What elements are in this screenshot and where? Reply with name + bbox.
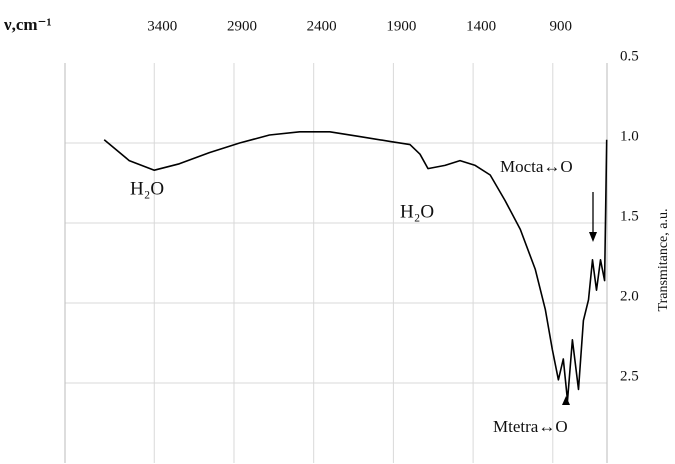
annotation: H₂O [130, 178, 164, 199]
x-tick-label: 900 [550, 18, 573, 34]
x-tick-label: 3400 [147, 18, 177, 34]
annotation: Mocta↔O [500, 157, 573, 176]
y-axis-label: Transmitance, a.u. [656, 209, 671, 312]
x-axis-label: ν,cm⁻¹ [3, 15, 52, 34]
x-tick-label: 1900 [386, 18, 416, 34]
x-tick-label: 1400 [466, 18, 496, 34]
x-tick-label: 2900 [227, 18, 257, 34]
x-tick-label: 2400 [307, 18, 337, 34]
annotation: Mtetra↔O [493, 417, 568, 436]
annotation: H₂O [400, 201, 434, 222]
arrow-head [562, 396, 570, 405]
y-tick-label: 2.5 [620, 368, 639, 384]
y-tick-label: 0.5 [620, 48, 639, 64]
y-tick-label: 1.0 [620, 128, 639, 144]
arrow-head [589, 232, 597, 242]
y-tick-label: 1.5 [620, 208, 639, 224]
spectrum-line [103, 131, 608, 402]
y-tick-label: 2.0 [620, 288, 639, 304]
